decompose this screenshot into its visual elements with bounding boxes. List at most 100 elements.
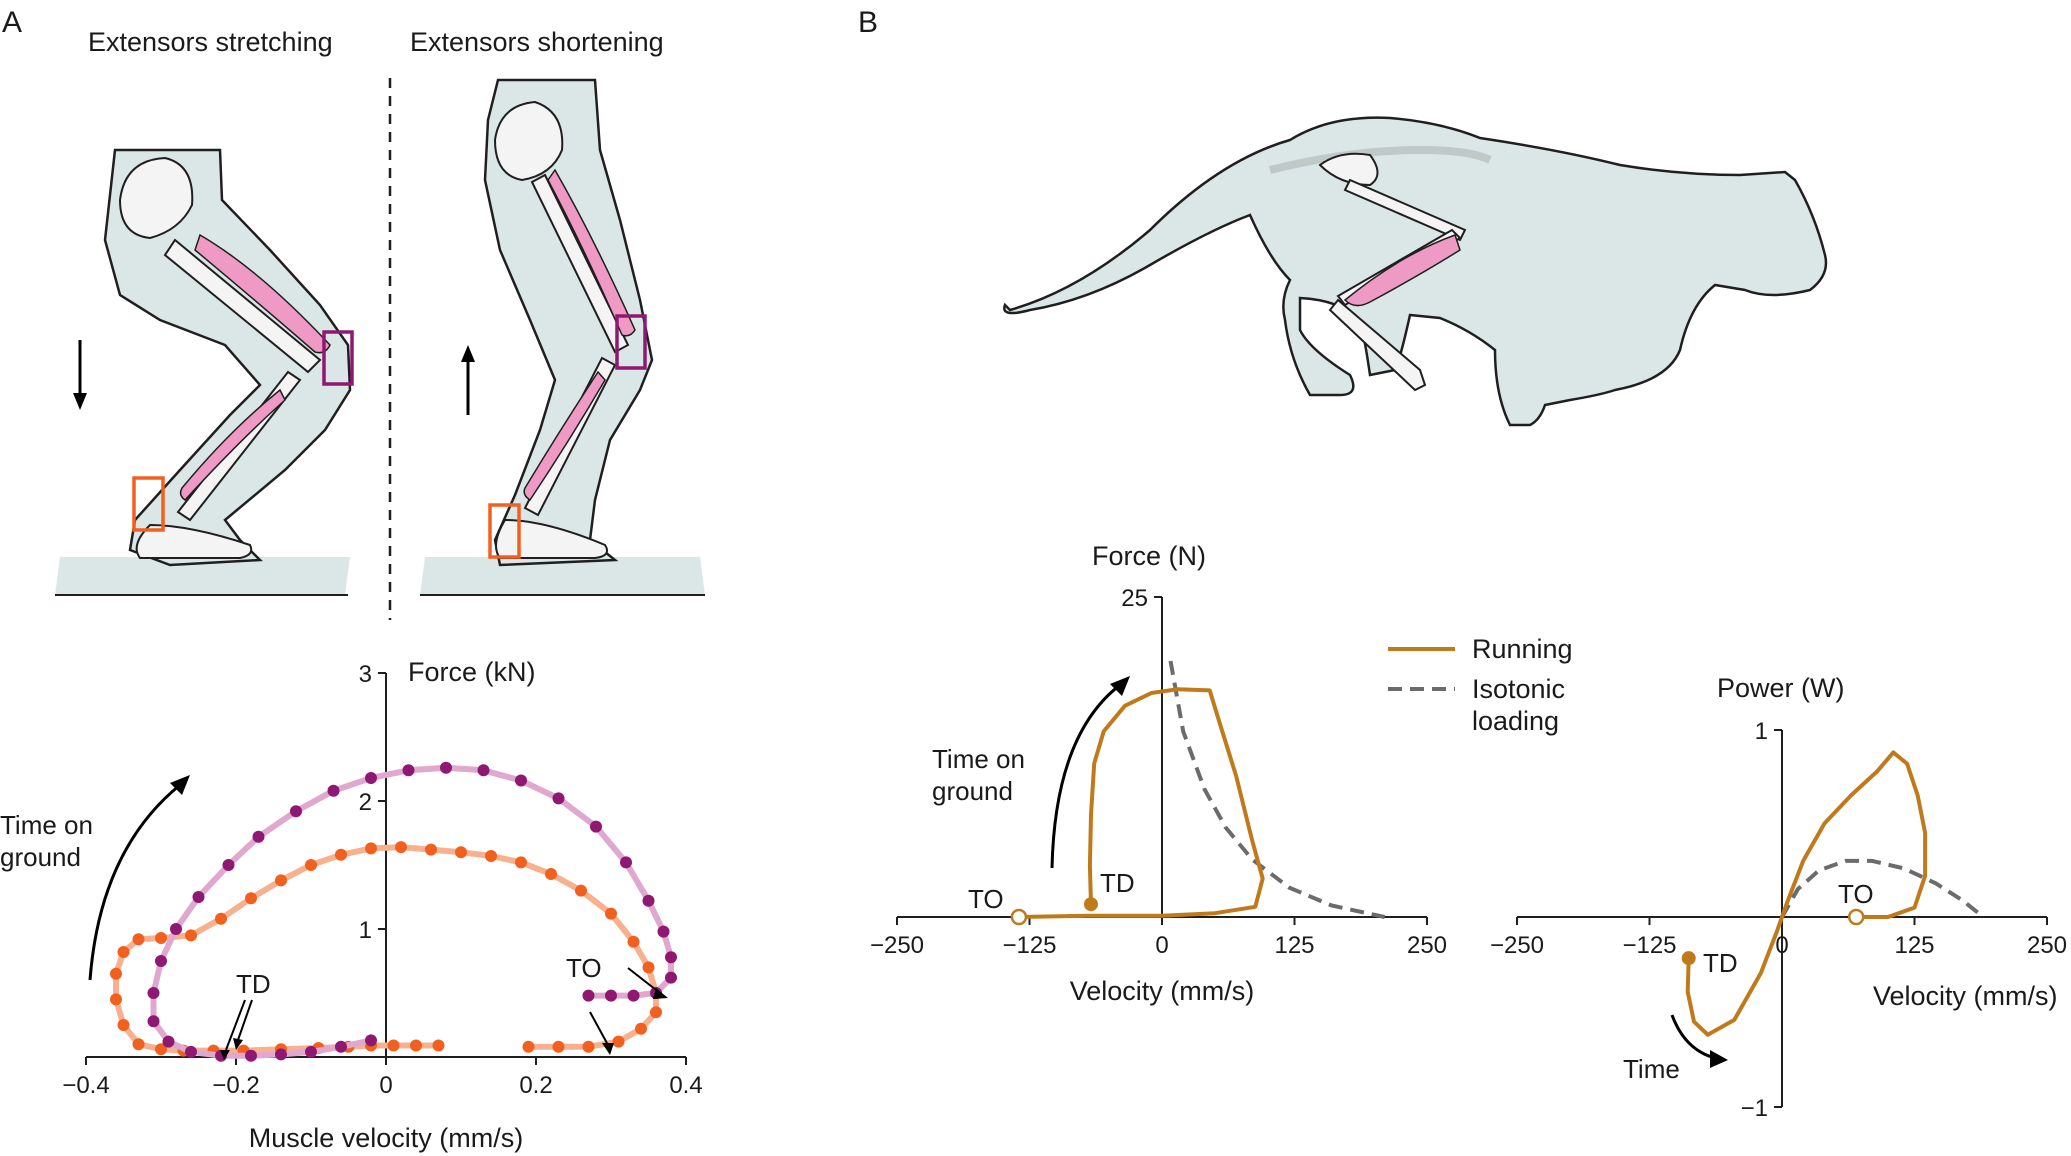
orange-data-point (575, 884, 587, 897)
time-on-ground-label-a-1: Time on (0, 810, 93, 840)
left-leg-caption: Extensors stretching (88, 27, 333, 57)
x-tick-label: 125 (1894, 932, 1934, 959)
panel-a-letter: A (2, 6, 22, 39)
x-tick-label: 0 (1155, 932, 1168, 959)
time-on-ground-label-a-2: ground (0, 842, 81, 872)
orange-data-point (335, 848, 347, 861)
x-tick-label: −125 (1622, 932, 1676, 959)
orange-data-point (387, 1039, 400, 1052)
time-arrow-b (1050, 683, 1121, 869)
calf-muscle-left (179, 388, 286, 501)
orange-data-point (395, 841, 407, 854)
x-tick-label: −125 (1002, 932, 1056, 959)
x-tick-label: −250 (870, 932, 924, 959)
td-label-c: TD (1703, 948, 1738, 978)
foot-bones-left (135, 523, 253, 559)
purple-data-point (185, 1045, 197, 1058)
td-label-b: TD (1100, 868, 1135, 898)
orange-data-point (485, 850, 497, 862)
purple-data-point (365, 772, 377, 784)
legend: Running Isotonic loading (1388, 634, 1573, 736)
foot-bones-right (495, 518, 608, 559)
thigh-muscle-right (547, 168, 636, 337)
to-label-b: TO (968, 884, 1004, 914)
orange-data-point (110, 967, 122, 980)
purple-data-point (245, 1049, 257, 1062)
orange-data-point (582, 1040, 595, 1053)
x-tick-label: 125 (1274, 932, 1314, 959)
leg-stretching-illustration (55, 148, 354, 596)
x-axis-title-a: Muscle velocity (mm/s) (249, 1123, 524, 1153)
x-tick-label: 0 (379, 1072, 392, 1099)
cat-illustration (1003, 116, 1828, 427)
leg-silhouette-right (483, 78, 654, 567)
time-on-ground-label-b-2: ground (932, 776, 1013, 806)
cat-force-velocity-chart: −250 −125 0 125 250 25 Velocity (mm/s) Force … (870, 541, 1447, 1006)
floor-right (420, 557, 705, 595)
purple-data-point (515, 774, 527, 787)
time-label-c: Time (1623, 1054, 1680, 1084)
x-tick-label: 0 (1775, 932, 1788, 959)
orange-data-point (522, 1040, 535, 1053)
purple-data-point (147, 987, 160, 999)
purple-data-point (627, 989, 640, 1002)
to-marker (1010, 908, 1028, 926)
orange-data-point (117, 946, 130, 958)
knee-marker-right (615, 314, 647, 370)
orange-data-point (245, 892, 257, 905)
x-tick-label: 250 (1407, 932, 1447, 959)
orange-data-point (650, 1006, 662, 1019)
legend-label-isotonic-1: Isotonic (1472, 674, 1565, 704)
orange-data-point (275, 874, 287, 887)
ankle-marker-right (488, 503, 521, 559)
floor-left (55, 557, 350, 595)
purple-data-point (192, 891, 205, 903)
up-arrow-head (461, 345, 475, 362)
purple-data-point (402, 764, 415, 777)
x-tick-label: 0.4 (669, 1072, 702, 1099)
orange-data-point (185, 929, 197, 942)
purple-data-point (582, 989, 595, 1002)
y-tick-label: 2 (359, 789, 372, 816)
orange-data-point (515, 856, 527, 869)
pelvis-right (493, 100, 564, 182)
x-axis-title-b: Velocity (mm/s) (1070, 976, 1255, 1006)
orange-data-point (155, 932, 167, 944)
purple-data-point (440, 761, 452, 774)
orange-data-point (305, 859, 317, 871)
cat-femur (1343, 178, 1467, 242)
purple-data-point (365, 1034, 377, 1047)
purple-data-point (290, 805, 302, 818)
purple-data-point (605, 989, 617, 1002)
right-leg-caption: Extensors shortening (410, 27, 664, 57)
down-arrow-head (73, 393, 87, 410)
isotonic-power-line (1780, 858, 1985, 919)
orange-data-point (642, 961, 655, 974)
y-tick-label: −1 (1741, 1095, 1768, 1122)
time-arrow-head-b (1110, 676, 1130, 696)
y-tick-label: 3 (359, 661, 372, 688)
y-axis-title-a: Force (kN) (408, 657, 536, 687)
y-axis-title-b: Force (N) (1092, 541, 1206, 571)
x-tick-label: −0.2 (212, 1072, 259, 1099)
orange-data-point (215, 912, 227, 925)
y-tick-label: 25 (1121, 585, 1148, 612)
cat-power-velocity-chart: −250 −125 0 125 250 1 −1 Velocity (mm/s) Power… (1490, 673, 2067, 1122)
orange-data-point (605, 907, 617, 920)
x-tick-label: −0.4 (62, 1072, 109, 1099)
orange-data-point (365, 842, 377, 855)
td-arrow-1-head (220, 1050, 230, 1060)
purple-data-point (642, 894, 655, 907)
pelvis-left (118, 156, 194, 240)
purple-data-point (162, 1035, 175, 1048)
calf-muscle-right (523, 370, 606, 502)
orange-data-point (425, 843, 437, 856)
orange-data-point (612, 1035, 625, 1048)
purple-data-point (590, 820, 602, 833)
orange-data-point (132, 1038, 145, 1051)
purple-data-point (552, 792, 565, 805)
td-arrow-2-head (233, 1038, 243, 1050)
time-arrow-c (1670, 1014, 1716, 1060)
x-tick-label: 0.2 (519, 1072, 552, 1099)
femur-left (163, 238, 322, 374)
